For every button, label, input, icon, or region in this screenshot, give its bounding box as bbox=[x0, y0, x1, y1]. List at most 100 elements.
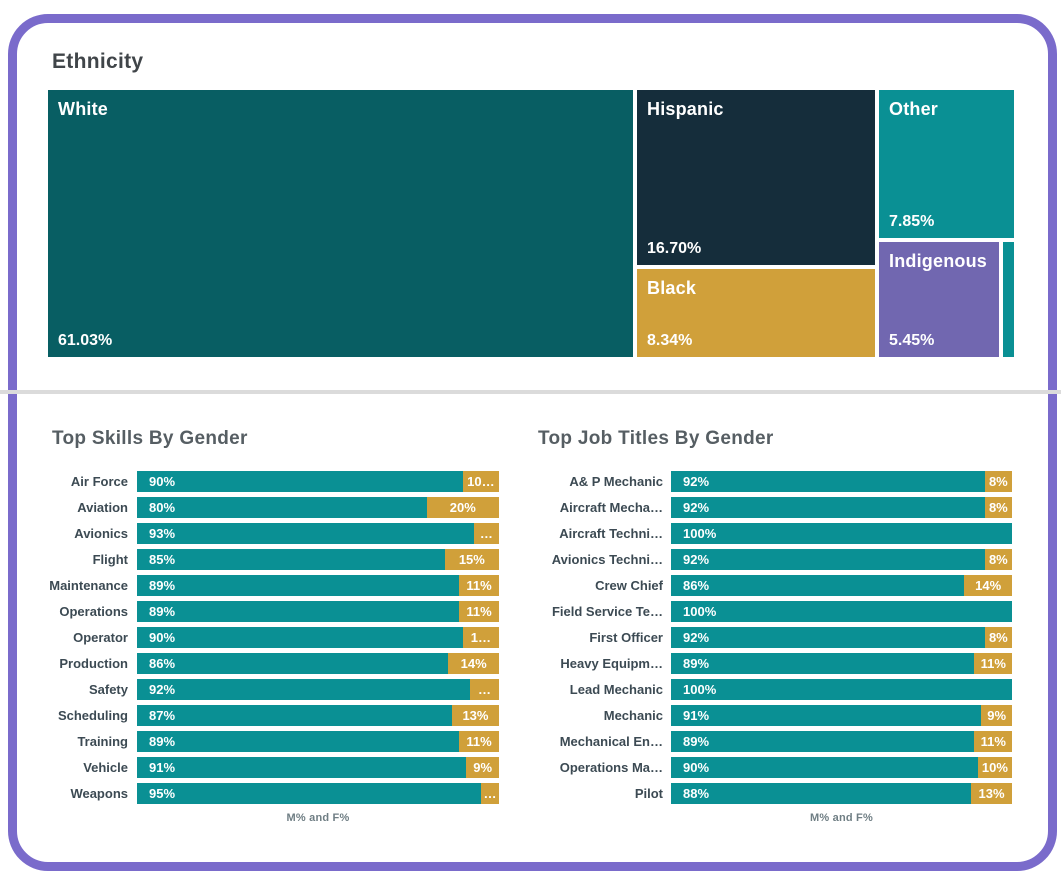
stacked-bar: 88% 13% bbox=[671, 783, 1012, 804]
female-bar-segment[interactable]: … bbox=[480, 783, 499, 804]
female-bar-segment[interactable]: 14% bbox=[448, 653, 499, 674]
male-bar-segment[interactable]: 80% bbox=[137, 497, 427, 518]
stacked-bar: 92% 8% bbox=[671, 471, 1012, 492]
female-bar-segment[interactable]: 11% bbox=[459, 575, 499, 596]
row-category-label: Production bbox=[59, 656, 128, 671]
male-bar-segment[interactable]: 100% bbox=[671, 523, 1012, 544]
chart-row: Maintenance 89% 11% bbox=[48, 575, 499, 596]
male-bar-segment[interactable]: 92% bbox=[137, 679, 471, 700]
tile-value: 7.85% bbox=[889, 213, 935, 230]
male-bar-segment[interactable]: 85% bbox=[137, 549, 445, 570]
male-bar-segment[interactable]: 88% bbox=[671, 783, 972, 804]
male-bar-segment[interactable]: 89% bbox=[671, 731, 975, 752]
male-bar-segment[interactable]: 91% bbox=[137, 757, 467, 778]
male-bar-segment[interactable]: 87% bbox=[137, 705, 452, 726]
male-bar-segment[interactable]: 90% bbox=[671, 757, 978, 778]
treemap-tile-remainder[interactable] bbox=[1003, 242, 1014, 357]
chart-row: Air Force 90% 10… bbox=[48, 471, 499, 492]
female-bar-segment[interactable]: 15% bbox=[444, 549, 499, 570]
jobs-chart-title: Top Job Titles By Gender bbox=[538, 428, 774, 449]
female-bar-segment[interactable]: 20% bbox=[426, 497, 499, 518]
female-bar-segment[interactable]: 8% bbox=[984, 471, 1012, 492]
male-bar-segment[interactable]: 92% bbox=[671, 471, 985, 492]
chart-row: Aviation 80% 20% bbox=[48, 497, 499, 518]
female-bar-segment[interactable]: 9% bbox=[981, 705, 1012, 726]
row-category-label: First Officer bbox=[589, 630, 663, 645]
chart-row: Mechanic 91% 9% bbox=[538, 705, 1012, 726]
male-bar-segment[interactable]: 91% bbox=[671, 705, 982, 726]
row-category-label: Weapons bbox=[70, 786, 128, 801]
treemap-tile-indigenous[interactable]: Indigenous 5.45% bbox=[879, 242, 999, 357]
chart-row: Weapons 95% … bbox=[48, 783, 499, 804]
male-bar-segment[interactable]: 92% bbox=[671, 549, 985, 570]
female-bar-segment[interactable]: 8% bbox=[984, 627, 1012, 648]
female-bar-segment[interactable]: 14% bbox=[964, 575, 1012, 596]
stacked-bar: 89% 11% bbox=[671, 653, 1012, 674]
female-bar-segment[interactable]: 11% bbox=[974, 653, 1012, 674]
row-category-label: Air Force bbox=[70, 474, 128, 489]
female-bar-segment[interactable]: 9% bbox=[466, 757, 499, 778]
row-category-label: Heavy Equipm… bbox=[560, 656, 663, 671]
female-bar-segment[interactable]: 10% bbox=[977, 757, 1012, 778]
chart-row: Scheduling 87% 13% bbox=[48, 705, 499, 726]
stacked-bar: 91% 9% bbox=[137, 757, 499, 778]
female-bar-segment[interactable]: 1… bbox=[462, 627, 499, 648]
treemap-tile-white[interactable]: White 61.03% bbox=[48, 90, 633, 357]
tile-label: Indigenous bbox=[889, 251, 987, 271]
female-bar-segment[interactable]: … bbox=[470, 679, 499, 700]
female-bar-segment[interactable]: 11% bbox=[974, 731, 1012, 752]
stacked-bar: 93% … bbox=[137, 523, 499, 544]
male-bar-segment[interactable]: 89% bbox=[671, 653, 975, 674]
male-bar-segment[interactable]: 100% bbox=[671, 601, 1012, 622]
male-bar-segment[interactable]: 92% bbox=[671, 627, 985, 648]
male-bar-segment[interactable]: 90% bbox=[137, 471, 463, 492]
female-bar-segment[interactable]: 8% bbox=[984, 549, 1012, 570]
female-bar-segment[interactable]: … bbox=[473, 523, 499, 544]
stacked-bar: 91% 9% bbox=[671, 705, 1012, 726]
male-bar-segment[interactable]: 86% bbox=[137, 653, 449, 674]
row-category-label: Lead Mechanic bbox=[569, 682, 663, 697]
row-category-label: Mechanic bbox=[603, 708, 663, 723]
row-category-label: Operations bbox=[59, 604, 128, 619]
row-category-label: Operator bbox=[73, 630, 128, 645]
treemap-tile-other[interactable]: Other 7.85% bbox=[879, 90, 1014, 238]
treemap-tile-black[interactable]: Black 8.34% bbox=[637, 269, 875, 357]
male-bar-segment[interactable]: 90% bbox=[137, 627, 463, 648]
stacked-bar: 90% 10… bbox=[137, 471, 499, 492]
male-bar-segment[interactable]: 89% bbox=[137, 731, 460, 752]
treemap-tile-hispanic[interactable]: Hispanic 16.70% bbox=[637, 90, 875, 265]
tile-label: Black bbox=[647, 278, 697, 298]
male-bar-segment[interactable]: 92% bbox=[671, 497, 985, 518]
female-bar-segment[interactable]: 10… bbox=[462, 471, 499, 492]
tile-value: 8.34% bbox=[647, 332, 693, 349]
section-divider-line bbox=[0, 390, 1061, 394]
male-bar-segment[interactable]: 100% bbox=[671, 679, 1012, 700]
tile-value: 61.03% bbox=[58, 332, 113, 349]
male-bar-segment[interactable]: 89% bbox=[137, 601, 460, 622]
stacked-bar: 89% 11% bbox=[137, 601, 499, 622]
chart-row: Operations 89% 11% bbox=[48, 601, 499, 622]
female-bar-segment[interactable]: 13% bbox=[451, 705, 499, 726]
tile-label: Hispanic bbox=[647, 99, 724, 119]
stacked-bar: 92% 8% bbox=[671, 549, 1012, 570]
stacked-bar: 86% 14% bbox=[137, 653, 499, 674]
chart-row: Crew Chief 86% 14% bbox=[538, 575, 1012, 596]
male-bar-segment[interactable]: 95% bbox=[137, 783, 481, 804]
stacked-bar: 92% 8% bbox=[671, 627, 1012, 648]
female-bar-segment[interactable]: 13% bbox=[971, 783, 1012, 804]
male-bar-segment[interactable]: 93% bbox=[137, 523, 474, 544]
stacked-bar: 80% 20% bbox=[137, 497, 499, 518]
male-bar-segment[interactable]: 86% bbox=[671, 575, 965, 596]
chart-row: Lead Mechanic 100% bbox=[538, 679, 1012, 700]
female-bar-segment[interactable]: 8% bbox=[984, 497, 1012, 518]
stacked-bar: 92% 8% bbox=[671, 497, 1012, 518]
skills-axis-label: M% and F% bbox=[286, 812, 350, 824]
female-bar-segment[interactable]: 11% bbox=[459, 731, 499, 752]
chart-row: Training 89% 11% bbox=[48, 731, 499, 752]
male-bar-segment[interactable]: 89% bbox=[137, 575, 460, 596]
row-category-label: Scheduling bbox=[57, 708, 128, 723]
row-category-label: Safety bbox=[88, 682, 128, 697]
female-bar-segment[interactable]: 11% bbox=[459, 601, 499, 622]
stacked-bar: 95% … bbox=[137, 783, 499, 804]
